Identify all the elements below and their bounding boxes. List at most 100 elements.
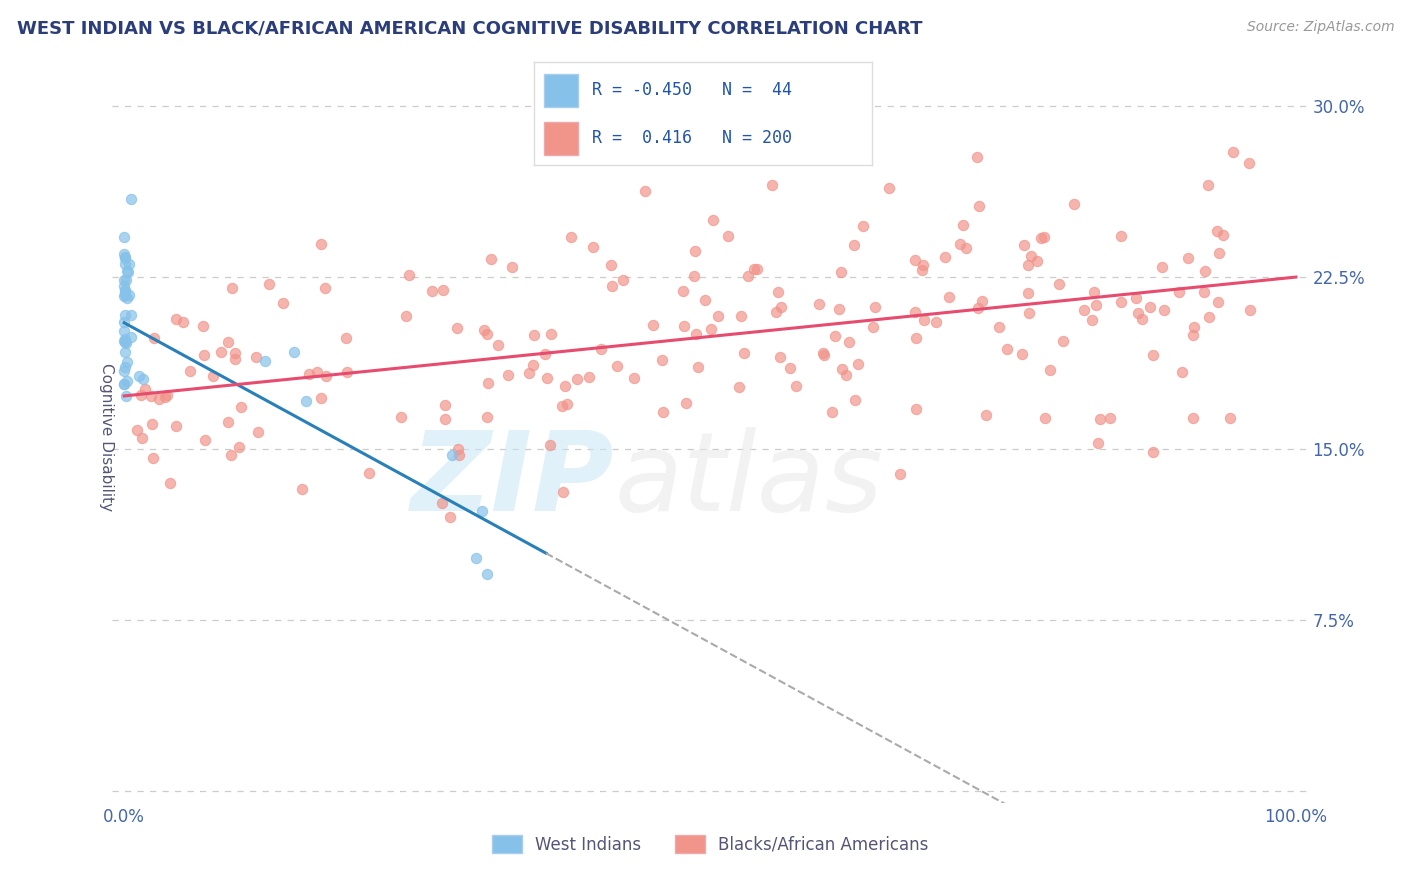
- Point: [1111, 229, 1133, 244]
- Point: [1018, 306, 1040, 320]
- Point: [115, 374, 138, 388]
- Point: [768, 285, 790, 300]
- Point: [114, 308, 136, 322]
- Point: [115, 264, 138, 278]
- Point: [359, 467, 381, 481]
- Point: [114, 251, 136, 265]
- Point: [970, 293, 993, 308]
- Point: [156, 388, 179, 402]
- Point: [969, 198, 991, 212]
- Point: [420, 284, 443, 298]
- Point: [599, 258, 621, 272]
- Point: [1033, 411, 1056, 425]
- Point: [1085, 298, 1108, 312]
- Point: [955, 241, 977, 255]
- Point: [315, 368, 337, 383]
- Point: [1080, 312, 1102, 326]
- Point: [179, 364, 201, 378]
- Point: [889, 467, 911, 482]
- Point: [652, 405, 675, 419]
- Point: [114, 344, 136, 359]
- Point: [1017, 286, 1039, 301]
- Point: [219, 448, 242, 462]
- Point: [685, 244, 707, 258]
- Point: [395, 310, 418, 324]
- Y-axis label: Cognitive Disability: Cognitive Disability: [98, 363, 114, 511]
- Point: [672, 319, 695, 334]
- Point: [1181, 327, 1204, 342]
- Point: [1239, 155, 1261, 169]
- Point: [551, 484, 574, 499]
- Point: [470, 503, 494, 517]
- Point: [1198, 310, 1220, 324]
- Point: [844, 237, 866, 252]
- Point: [1197, 178, 1219, 193]
- Point: [1208, 246, 1230, 260]
- Point: [112, 376, 135, 391]
- Point: [117, 257, 139, 271]
- Point: [683, 268, 706, 283]
- Point: [193, 348, 215, 362]
- Point: [224, 346, 246, 360]
- Point: [838, 334, 860, 349]
- Point: [522, 358, 544, 372]
- Point: [217, 334, 239, 349]
- Point: [153, 390, 176, 404]
- Point: [295, 393, 318, 408]
- Point: [1031, 231, 1053, 245]
- Point: [1152, 260, 1174, 275]
- Point: [540, 326, 562, 341]
- Point: [1011, 346, 1033, 360]
- Point: [114, 250, 136, 264]
- Point: [1177, 251, 1199, 265]
- Point: [1212, 228, 1234, 243]
- Point: [432, 283, 454, 297]
- Point: [439, 510, 461, 524]
- Point: [1063, 197, 1085, 211]
- FancyBboxPatch shape: [544, 74, 578, 106]
- Point: [398, 268, 420, 282]
- Text: R =  0.416   N = 200: R = 0.416 N = 200: [592, 129, 792, 147]
- Point: [112, 324, 135, 338]
- Point: [117, 265, 139, 279]
- Point: [114, 288, 136, 302]
- FancyBboxPatch shape: [544, 122, 578, 155]
- Point: [142, 451, 165, 466]
- Point: [717, 229, 740, 244]
- Point: [1021, 249, 1043, 263]
- Point: [298, 368, 321, 382]
- Point: [821, 405, 844, 419]
- Point: [1083, 285, 1105, 299]
- Point: [143, 331, 166, 345]
- Point: [1052, 334, 1074, 348]
- Point: [291, 482, 314, 496]
- Point: [733, 346, 755, 360]
- Point: [112, 247, 135, 261]
- Point: [139, 389, 162, 403]
- Point: [475, 327, 498, 342]
- Point: [114, 359, 136, 374]
- Point: [247, 425, 270, 439]
- Point: [114, 284, 136, 298]
- Point: [433, 398, 456, 412]
- Point: [1126, 306, 1149, 320]
- Point: [555, 397, 578, 411]
- Point: [1130, 312, 1153, 326]
- Point: [1142, 348, 1164, 362]
- Point: [727, 379, 749, 393]
- Point: [911, 263, 934, 277]
- Point: [695, 293, 717, 308]
- Point: [578, 369, 600, 384]
- Point: [1098, 411, 1121, 425]
- Point: [905, 331, 928, 345]
- Point: [309, 391, 332, 405]
- Point: [498, 368, 520, 382]
- Point: [112, 279, 135, 293]
- Point: [115, 336, 138, 351]
- Point: [863, 300, 886, 314]
- Point: [202, 369, 225, 384]
- Point: [591, 342, 613, 356]
- Point: [257, 277, 280, 292]
- Point: [118, 287, 141, 301]
- Point: [1142, 444, 1164, 458]
